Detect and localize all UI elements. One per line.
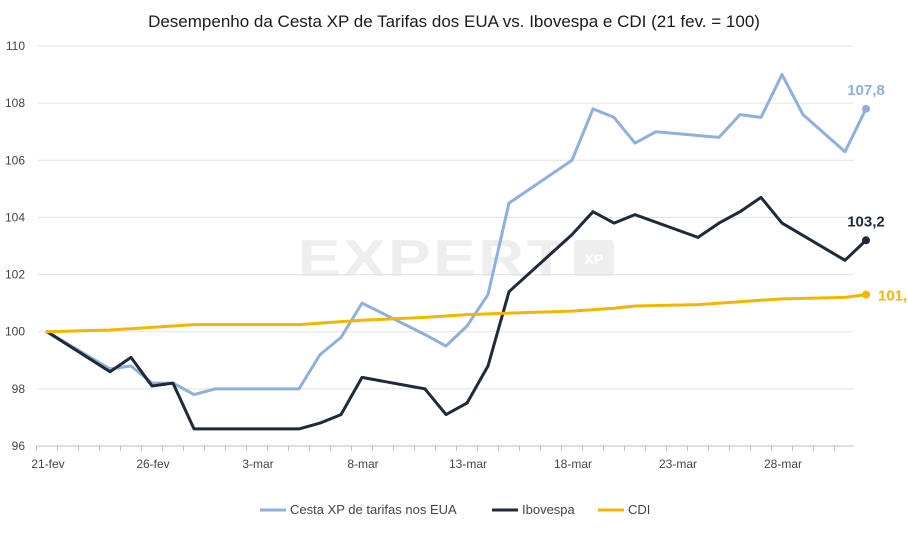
legend-label-2: CDI — [628, 502, 650, 517]
watermark: EXPERT XP — [298, 230, 614, 288]
series-line-2 — [45, 293, 868, 334]
y-axis: 96 98 100 102 104 106 108 110 — [5, 39, 25, 453]
chart-title: Desempenho da Cesta XP de Tarifas dos EU… — [148, 12, 760, 31]
end-point-0 — [862, 104, 870, 113]
x-tick-label-21-fev: 21-fev — [31, 457, 64, 471]
y-tick-label-108: 108 — [5, 96, 25, 110]
y-tick-label-96: 96 — [12, 439, 26, 453]
x-tick-label-8-mar: 8-mar — [347, 457, 378, 471]
series-lines — [45, 73, 868, 431]
y-tick-label-104: 104 — [5, 210, 25, 224]
y-tick-label-98: 98 — [12, 382, 26, 396]
gridlines — [37, 45, 854, 447]
end-label-0: 107,8 — [847, 82, 885, 99]
watermark-xp-text: XP — [585, 251, 604, 267]
series-line-1 — [45, 195, 868, 431]
x-tick-label-18-mar: 18-mar — [554, 457, 592, 471]
end-label-1: 103,2 — [847, 213, 885, 230]
end-point-1 — [862, 236, 870, 245]
x-tick-label-23-mar: 23-mar — [659, 457, 697, 471]
x-tick-label-28-mar: 28-mar — [764, 457, 802, 471]
end-point-2 — [862, 290, 870, 299]
series-line-0 — [45, 73, 868, 397]
y-tick-label-106: 106 — [5, 153, 25, 167]
x-tick-label-13-mar: 13-mar — [449, 457, 487, 471]
x-tick-label-26-fev: 26-fev — [136, 457, 169, 471]
y-tick-label-100: 100 — [5, 325, 25, 339]
legend-label-0: Cesta XP de tarifas nos EUA — [290, 502, 457, 517]
end-label-2: 101,3 — [878, 288, 908, 305]
x-tick-label-3-mar: 3-mar — [242, 457, 273, 471]
legend-label-1: Ibovespa — [522, 502, 576, 517]
end-points: 107,8 103,2 101,3 — [847, 82, 908, 305]
y-tick-label-110: 110 — [6, 39, 25, 53]
watermark-text: EXPERT — [298, 230, 568, 288]
y-tick-label-102: 102 — [5, 268, 25, 282]
legend: Cesta XP de tarifas nos EUA Ibovespa CDI — [260, 502, 650, 517]
x-axis: 21-fev 26-fev 3-mar 8-mar 13-mar 18-mar 23-mar… — [31, 445, 854, 471]
watermark-xp-badge — [574, 240, 614, 276]
